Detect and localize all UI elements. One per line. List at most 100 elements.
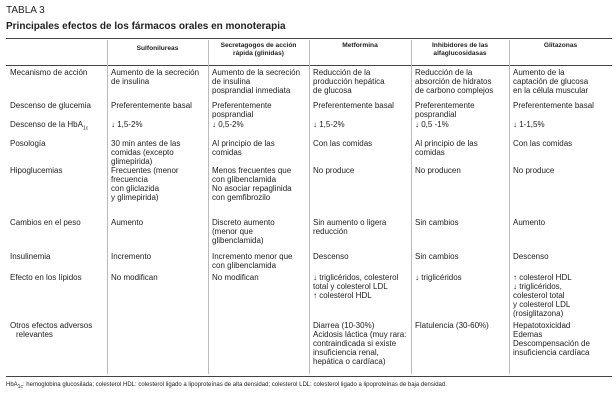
cell-text: Aumento (513, 218, 546, 227)
cell-text: reducción (313, 227, 348, 236)
cell-text: Sin cambios (415, 252, 459, 261)
row-label: Otros efectos adversos (10, 321, 93, 330)
cell-text: Aumento de la secreción (212, 68, 301, 77)
column-divider (411, 40, 412, 374)
footnote-sub: 1c (17, 384, 23, 391)
rule (6, 376, 612, 377)
cell-text: Al principio de las (415, 139, 478, 148)
cell-text: Reducción de la (415, 68, 473, 77)
cell-text: comidas (212, 148, 242, 157)
column-divider (309, 40, 310, 374)
cell-text: No producen (415, 166, 461, 175)
row-label: relevantes (16, 330, 53, 339)
cell-text: glibenclamida) (212, 236, 264, 245)
cell-text: Hepatotoxicidad (513, 321, 571, 330)
cell-text: Frecuentes (menor (111, 166, 179, 175)
cell-text: con gemfibrozilo (212, 193, 271, 202)
cell-text: Descenso (513, 252, 549, 261)
cell-text: en la célula muscular (513, 86, 589, 95)
cell-text: No asociar repaglinida (212, 184, 292, 193)
cell-text: Preferentemente basal (111, 101, 192, 110)
cell-text: Aumento de la secreción (111, 68, 200, 77)
cell-text: posprandial (415, 110, 457, 119)
cell-text: insuficiencia cardíaca (513, 348, 590, 357)
footnote-abbr: HbA (6, 382, 18, 388)
footnote-text: : hemoglobina glucosilada; colesterol HD… (22, 382, 447, 388)
cell-text: (rosiglitazona) (513, 309, 564, 318)
cell-text: ↓ 1,5-2% (313, 120, 345, 129)
cell-text: ↓ 0,5 -1% (415, 120, 449, 129)
cell-text: de insulina (212, 77, 251, 86)
cell-text: glimepirida) (111, 157, 153, 166)
footnote: HbA1c: hemoglobina glucosilada; colester… (6, 381, 447, 391)
cell-text: ↓ 1-1,5% (513, 120, 545, 129)
cell-text: 30 min antes de las (111, 139, 181, 148)
row-label: Mecanismo de acción (10, 68, 88, 77)
row-label: Descenso de la HbA1c (10, 120, 89, 132)
cell-text: Edemas (513, 330, 543, 339)
table-title: Principales efectos de los fármacos oral… (6, 21, 286, 32)
cell-text: Sin aumento o ligera (313, 218, 387, 227)
cell-text: ↑ colesterol HDL (313, 291, 372, 300)
cell-text: frecuencia (111, 175, 148, 184)
cell-text: y colesterol LDL (513, 300, 571, 309)
cell-text: No produce (513, 166, 555, 175)
row-label: Efecto en los lípidos (10, 273, 82, 282)
cell-text: de carbono complejos (415, 86, 494, 95)
cell-text: Preferentemente basal (513, 101, 594, 110)
cell-text: captación de glucosa (513, 77, 589, 86)
cell-text: Incremento (111, 252, 152, 261)
column-divider (107, 40, 108, 374)
column-header: Glitazonas (543, 42, 578, 49)
table-label: TABLA 3 (6, 5, 45, 16)
cell-text: con gliclazida (111, 184, 160, 193)
row-label: Descenso de glucemia (10, 101, 91, 110)
cell-text: hepática o cardíaca) (313, 357, 386, 366)
row-label: Posología (10, 139, 46, 148)
cell-text: insuficiencia renal, (313, 348, 379, 357)
row-label: Hipoglucemias (10, 166, 63, 175)
column-header: Sulfonilureas (136, 45, 179, 52)
cell-text: (menor que (212, 227, 253, 236)
cell-text: posprandial (212, 110, 254, 119)
label-subscript: 1c (82, 125, 89, 132)
cell-text: Menos frecuentes que (212, 166, 292, 175)
cell-text: colesterol total (513, 291, 565, 300)
cell-text: comidas (415, 148, 445, 157)
cell-text: Acidosis láctica (muy rara: (313, 330, 407, 339)
cell-text: contraindicada si existe (313, 339, 397, 348)
cell-text: posprandial inmediata (212, 86, 291, 95)
cell-text: comidas (excepto (111, 148, 174, 157)
cell-text: con glibenclamida (212, 175, 277, 184)
cell-text: de glucosa (313, 86, 352, 95)
column-divider (509, 40, 510, 374)
cell-text: ↓ triglicéridos, (513, 282, 562, 291)
cell-text: ↓ triglicéridos, colesterol (313, 273, 399, 282)
cell-text: ↑ colesterol HDL (513, 273, 572, 282)
cell-text: Sin cambios (415, 218, 459, 227)
column-header: Secretagogos de acción rápida (glinidas) (220, 42, 297, 57)
cell-text: Flatulencia (30-60%) (415, 321, 489, 330)
cell-text: Al principio de las (212, 139, 275, 148)
rule (6, 38, 612, 39)
cell-text: Con las comidas (313, 139, 373, 148)
cell-text: absorción de hidratos (415, 77, 492, 86)
cell-text: y glimepirida) (111, 193, 159, 202)
cell-text: Reducción de la (313, 68, 371, 77)
row-label: Insulinemia (10, 252, 51, 261)
cell-text: Descenso (313, 252, 349, 261)
cell-text: Incremento menor que (212, 252, 293, 261)
cell-text: No modifican (111, 273, 158, 282)
cell-text: con glibenclamida (212, 261, 277, 270)
column-divider (208, 40, 209, 374)
row-label: Cambios en el peso (10, 218, 81, 227)
cell-text: Aumento de la (513, 68, 565, 77)
cell-text: Con las comidas (513, 139, 573, 148)
column-header: Metformina (342, 42, 378, 49)
cell-text: total y colesterol LDL (313, 282, 388, 291)
column-header: Inhibidores de las alfaglucosidasas (431, 42, 489, 57)
cell-text: Aumento (111, 218, 144, 227)
cell-text: ↓ 0,5-2% (212, 120, 244, 129)
cell-text: Preferentemente (212, 101, 272, 110)
